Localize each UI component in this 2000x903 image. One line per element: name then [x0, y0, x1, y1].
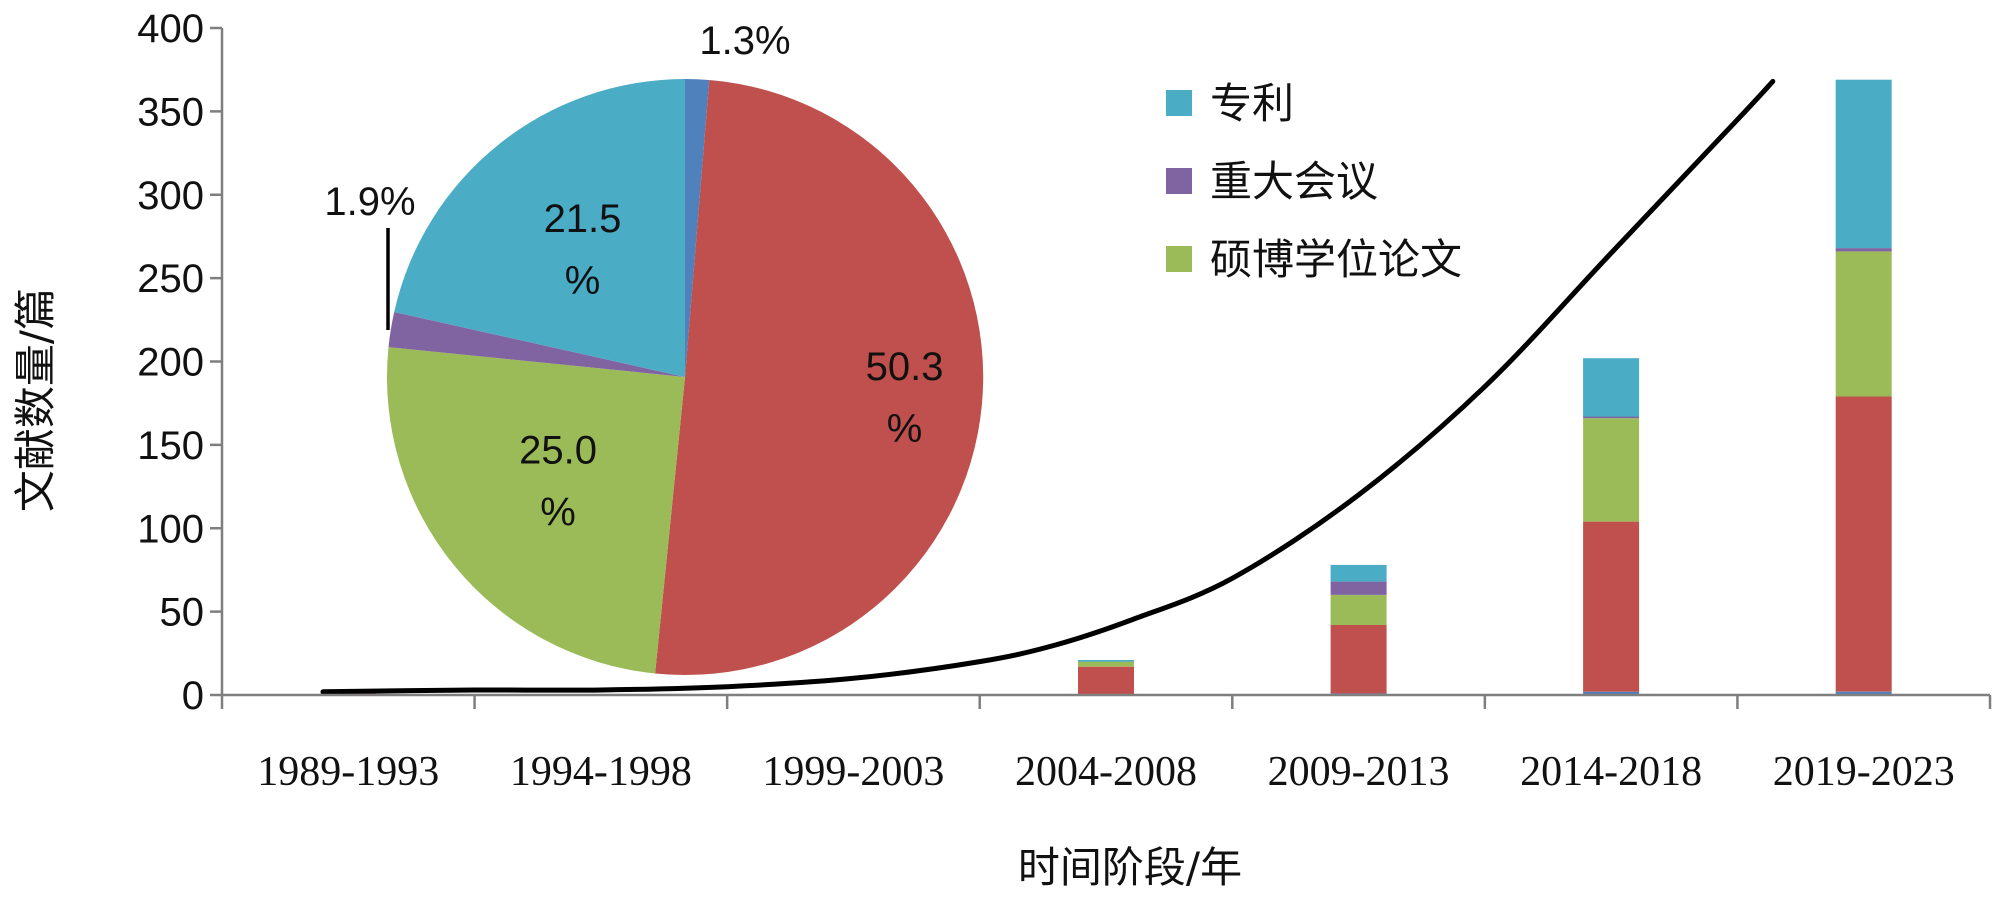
y-tick-label: 400: [137, 7, 204, 51]
trendline-curve: [320, 78, 1776, 695]
pie-slice-2: [386, 347, 685, 674]
y-tick-label: 150: [137, 424, 204, 468]
pie-slice-1: [655, 80, 984, 676]
x-tick-label: 1999-2003: [762, 749, 944, 795]
pie-slice-0: [685, 79, 710, 377]
trendline-layer: [320, 78, 1776, 695]
bar-2019-2023-series-2: [1835, 251, 1892, 397]
bar-2004-2008-series-4: [1078, 660, 1134, 662]
x-tick-label: 2014-2018: [1520, 749, 1702, 795]
bars-layer: [320, 79, 1892, 695]
y-tick-label: 350: [137, 90, 204, 134]
bar-2019-2023-series-1: [1835, 396, 1892, 692]
bar-2014-2018-series-1: [1583, 521, 1640, 692]
pie-chart: 1.3% 50.3% 25.0% 1.9% 21.5%: [324, 19, 984, 676]
bar-2004-2008-series-1: [1078, 666, 1134, 695]
legend-label-2: 硕博学位论文: [1210, 235, 1462, 284]
y-tick-label: 50: [160, 591, 205, 635]
bar-2009-2013-series-3: [1330, 581, 1387, 595]
bar-2014-2018-series-4: [1583, 358, 1640, 417]
bar-2019-2023-series-3: [1835, 248, 1892, 252]
x-tick-label: 2019-2023: [1773, 749, 1955, 795]
bar-2014-2018-series-2: [1583, 418, 1640, 522]
pie-label-2-suffix: %: [540, 491, 576, 535]
y-tick-label: 100: [137, 507, 204, 551]
legend-swatch-0: [1166, 90, 1192, 116]
pie-label-2: 25.0: [519, 429, 597, 473]
bar-2014-2018-series-0: [1583, 691, 1640, 695]
pie-label-3: 1.9%: [324, 180, 415, 224]
bar-2019-2023-series-0: [1835, 691, 1892, 695]
bar-2009-2013-series-4: [1330, 564, 1387, 582]
pie-label-1: 50.3: [866, 345, 944, 389]
bar-2009-2013-series-2: [1330, 595, 1387, 625]
pie-label-4: 21.5: [544, 197, 622, 241]
pie-slice-4: [394, 79, 685, 377]
bar-2009-2013-series-1: [1330, 625, 1387, 694]
bar-2004-2008-series-2: [1078, 661, 1134, 667]
y-tick-label: 250: [137, 257, 204, 301]
pie-label-1-suffix: %: [887, 407, 923, 451]
y-axis-title: 文献数量/篇: [11, 288, 60, 512]
legend-swatch-1: [1166, 168, 1192, 194]
y-tick-label: 200: [137, 341, 204, 385]
pie-label-0: 1.3%: [699, 19, 790, 63]
x-axis-title: 时间阶段/年: [1018, 843, 1242, 892]
legend-label-1: 重大会议: [1210, 157, 1378, 206]
x-tick-label: 2004-2008: [1015, 749, 1197, 795]
legend-swatch-2: [1166, 246, 1192, 272]
pie-label-4-suffix: %: [565, 259, 601, 303]
bar-2019-2023-series-4: [1835, 79, 1892, 249]
bar-2014-2018-series-3: [1583, 416, 1640, 419]
pie-slice-3: [388, 312, 685, 377]
y-tick-label: 0: [182, 674, 204, 718]
x-tick-label: 1994-1998: [510, 749, 692, 795]
axes-layer: 0 50 100 150 200 250 300 350 400 1989-1993 1994-19…: [137, 7, 1992, 795]
y-tick-label: 300: [137, 174, 204, 218]
legend-label-0: 专利: [1210, 79, 1294, 128]
x-tick-label: 2009-2013: [1268, 749, 1450, 795]
x-tick-label: 1989-1993: [257, 749, 439, 795]
